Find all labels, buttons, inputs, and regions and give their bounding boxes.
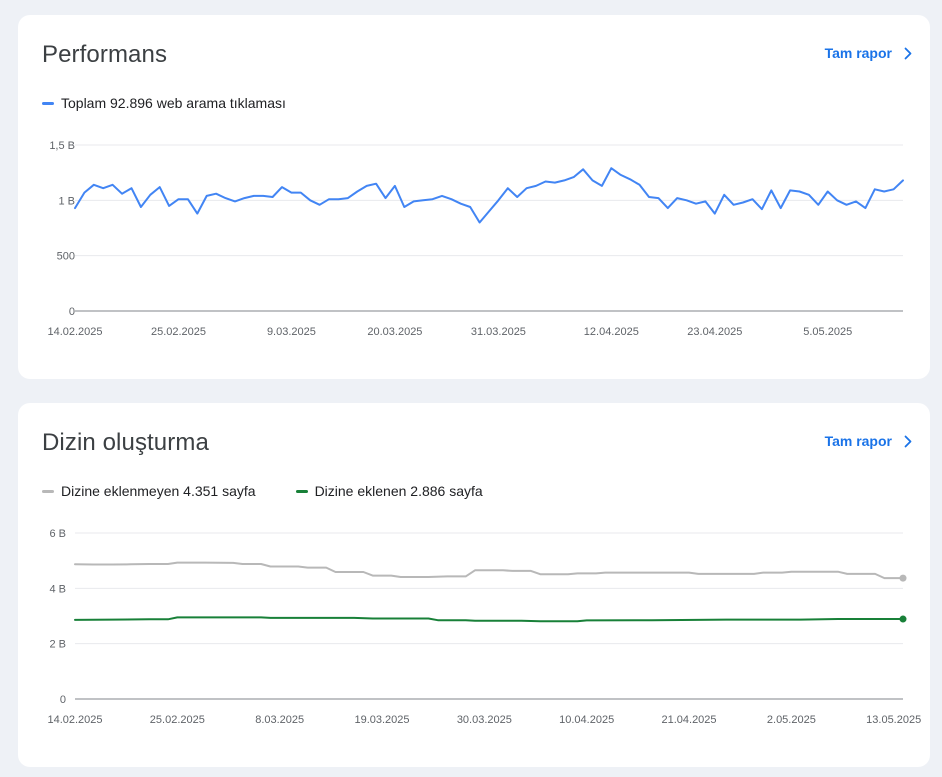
legend-item-indexed[interactable]: Dizine eklenen 2.886 sayfa [295,483,483,499]
legend-label-clicks: Toplam 92.896 web arama tıklaması [61,95,286,111]
performance-y-tick-label: 500 [57,251,75,263]
indexing-x-tick-label: 14.02.2025 [47,714,102,726]
performance-x-tick-label: 25.02.2025 [151,326,206,338]
indexing-x-tick-label: 19.03.2025 [354,714,409,726]
indexing-series-line-0[interactable] [74,561,904,580]
performance-card: Performans Tam rapor Toplam 92.896 web a… [18,15,930,379]
chevron-right-icon[interactable] [904,47,912,60]
performance-x-tick-label: 12.04.2025 [584,326,639,338]
performance-chart: 0 500 1 B 1,5 B 14.02.2025 25.02.2025 9.03.202… [47,140,904,338]
legend-swatch-clicks [42,101,54,105]
indexing-y-tick-label: 0 [60,694,66,706]
legend-label-not-indexed: Dizine eklenmeyen 4.351 sayfa [61,483,256,499]
performance-y-tick-label: 0 [69,306,75,318]
performance-full-report-link[interactable]: Tam rapor [825,45,912,61]
indexing-full-report-link[interactable]: Tam rapor [825,433,912,449]
indexing-x-tick-label: 21.04.2025 [661,714,716,726]
chevron-right-icon[interactable] [904,435,912,448]
performance-x-tick-label: 20.03.2025 [367,326,422,338]
legend-swatch-indexed [295,489,308,493]
legend-item-not-indexed[interactable]: Dizine eklenmeyen 4.351 sayfa [42,483,256,499]
performance-y-tick-label: 1 B [58,195,75,207]
performance-x-tick-label: 5.05.2025 [803,326,852,338]
indexing-y-tick-label: 2 B [49,639,66,651]
legend-item-clicks[interactable]: Toplam 92.896 web arama tıklaması [42,95,286,111]
performance-x-tick-label: 31.03.2025 [471,326,526,338]
indexing-x-tick-label: 13.05.2025 [866,714,921,726]
indexing-title: Dizin oluşturma [42,429,209,456]
indexing-series-end-marker-0[interactable] [899,574,907,582]
legend-swatch-not-indexed [42,489,54,493]
indexing-x-tick-label: 30.03.2025 [457,714,512,726]
indexing-series-line-1[interactable] [74,616,904,623]
indexing-chart: 0 2 B 4 B 6 B 14.02.2025 25.02.2025 8.03.2025 1… [47,528,921,726]
performance-x-tick-label: 9.03.2025 [267,326,316,338]
indexing-card: Dizin oluşturma Tam rapor Dizine eklenme… [18,403,930,767]
performance-x-tick-label: 23.04.2025 [687,326,742,338]
legend-label-indexed: Dizine eklenen 2.886 sayfa [314,483,483,499]
performance-full-report-label[interactable]: Tam rapor [824,45,892,61]
indexing-x-tick-label: 10.04.2025 [559,714,614,726]
performance-y-tick-label: 1,5 B [49,140,75,152]
indexing-y-tick-label: 6 B [49,528,66,540]
performance-title: Performans [42,41,168,68]
performance-legend: Toplam 92.896 web arama tıklaması [42,95,286,111]
indexing-x-tick-label: 8.03.2025 [255,714,304,726]
performance-x-tick-label: 14.02.2025 [47,326,102,338]
indexing-series-end-marker-1[interactable] [899,615,907,623]
indexing-x-tick-label: 2.05.2025 [767,714,816,726]
indexing-x-tick-label: 25.02.2025 [150,714,205,726]
indexing-y-tick-label: 4 B [49,583,66,595]
performance-series-line-0[interactable] [74,167,904,224]
indexing-legend: Dizine eklenmeyen 4.351 sayfa Dizine ekl… [42,483,483,499]
indexing-full-report-label[interactable]: Tam rapor [824,433,892,449]
